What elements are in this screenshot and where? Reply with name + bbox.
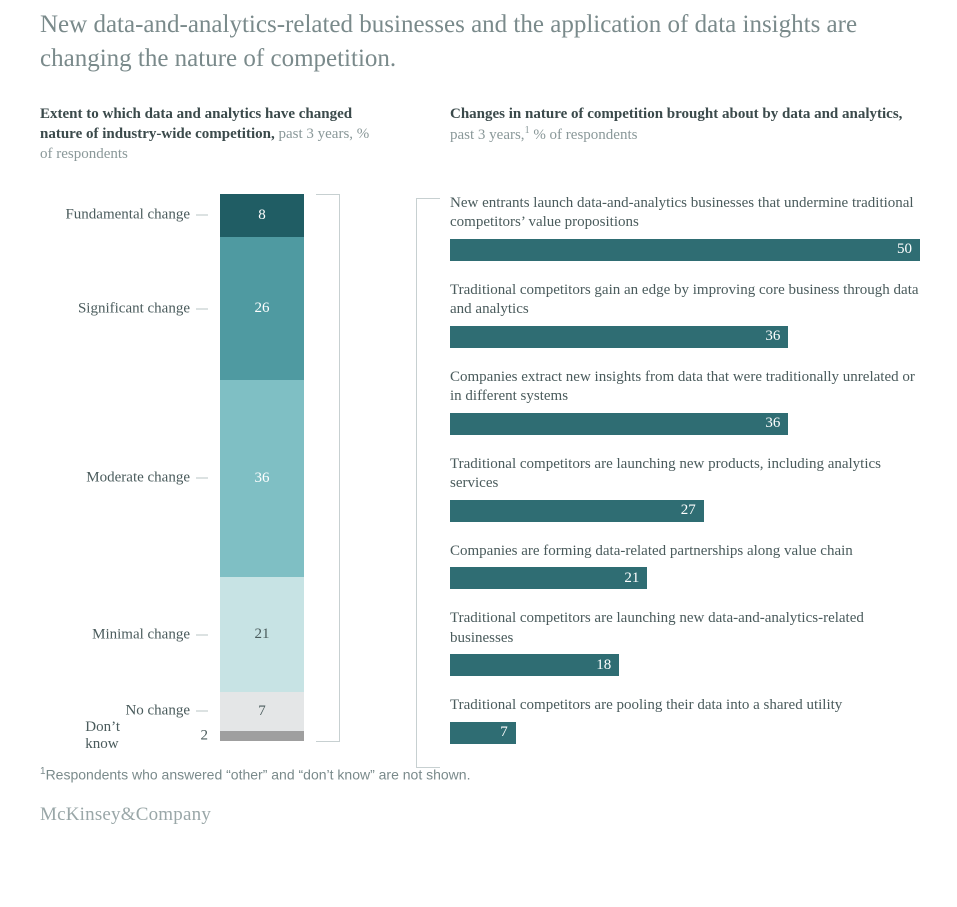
right-chart-heading: Changes in nature of competition brought… <box>450 104 920 188</box>
hbar-label: New entrants launch data-and-analytics b… <box>450 194 920 233</box>
right-heading-bold: Changes in nature of competition brought… <box>450 106 902 122</box>
segment-value: 36 <box>255 470 270 487</box>
segment-label: Fundamental change <box>65 207 208 224</box>
segment-value: 26 <box>255 300 270 317</box>
hbar-track: 18 <box>450 654 920 676</box>
hbar-track: 21 <box>450 567 920 589</box>
segment-value: 7 <box>258 703 266 720</box>
hbar-item: Companies are forming data-related partn… <box>450 542 920 590</box>
hbar-label: Traditional competitors are launching ne… <box>450 609 920 648</box>
hbar-label: Traditional competitors gain an edge by … <box>450 281 920 320</box>
horizontal-bar-chart: New entrants launch data-and-analytics b… <box>450 194 920 744</box>
stacked-segment: Don’t know2 <box>220 731 304 742</box>
hbar-fill: 36 <box>450 413 788 435</box>
hbar-label: Companies extract new insights from data… <box>450 368 920 407</box>
hbar-item: Traditional competitors are launching ne… <box>450 609 920 676</box>
stacked-column-chart: 8Fundamental change26Significant change3… <box>40 194 385 742</box>
stacked-segment: 26Significant change <box>220 237 304 379</box>
hbar-fill: 50 <box>450 239 920 261</box>
segment-label: Significant change <box>78 300 208 317</box>
hbar-track: 27 <box>450 500 920 522</box>
right-heading-light: past 3 years, <box>450 127 525 143</box>
segment-label: No change <box>125 703 208 720</box>
hbar-item: Companies extract new insights from data… <box>450 368 920 435</box>
stacked-column: 8Fundamental change26Significant change3… <box>220 194 304 742</box>
segment-label: Don’t know <box>85 719 182 753</box>
stacked-segment: 36Moderate change <box>220 380 304 577</box>
hbar-item: New entrants launch data-and-analytics b… <box>450 194 920 261</box>
footnote-text: Respondents who answered “other” and “do… <box>46 766 471 782</box>
hbar-item: Traditional competitors gain an edge by … <box>450 281 920 348</box>
segment-label: Minimal change <box>92 626 208 643</box>
brand-logo: McKinsey&Company <box>40 804 917 826</box>
hbar-track: 36 <box>450 413 920 435</box>
left-chart-panel: Extent to which data and analytics have … <box>40 104 385 742</box>
hbar-item: Traditional competitors are launching ne… <box>450 455 920 522</box>
hbar-item: Traditional competitors are pooling thei… <box>450 696 920 744</box>
hbar-label: Traditional competitors are launching ne… <box>450 455 920 494</box>
hbar-fill: 27 <box>450 500 704 522</box>
charts-container: Extent to which data and analytics have … <box>40 104 917 744</box>
hbar-fill: 7 <box>450 722 516 744</box>
segment-value: 2 <box>201 727 209 744</box>
segment-label: Moderate change <box>86 470 208 487</box>
stacked-segment: 8Fundamental change <box>220 194 304 238</box>
hbar-fill: 21 <box>450 567 647 589</box>
hbar-label: Companies are forming data-related partn… <box>450 542 920 562</box>
segment-value: 8 <box>258 207 266 224</box>
right-chart-panel: Changes in nature of competition brought… <box>385 104 920 744</box>
page-title: New data-and-analytics-related businesse… <box>40 0 917 104</box>
hbar-track: 50 <box>450 239 920 261</box>
hbar-fill: 36 <box>450 326 788 348</box>
hbar-fill: 18 <box>450 654 619 676</box>
bracket-left <box>316 194 340 742</box>
hbar-track: 7 <box>450 722 920 744</box>
hbar-track: 36 <box>450 326 920 348</box>
footnote: 1Respondents who answered “other” and “d… <box>40 766 917 783</box>
right-heading-light2: % of respondents <box>530 127 638 143</box>
stacked-segment: 21Minimal change <box>220 577 304 692</box>
bracket-right <box>416 198 440 768</box>
hbar-label: Traditional competitors are pooling thei… <box>450 696 920 716</box>
segment-value: 21 <box>255 626 270 643</box>
stacked-segment: 7No change <box>220 692 304 730</box>
left-chart-heading: Extent to which data and analytics have … <box>40 104 385 188</box>
